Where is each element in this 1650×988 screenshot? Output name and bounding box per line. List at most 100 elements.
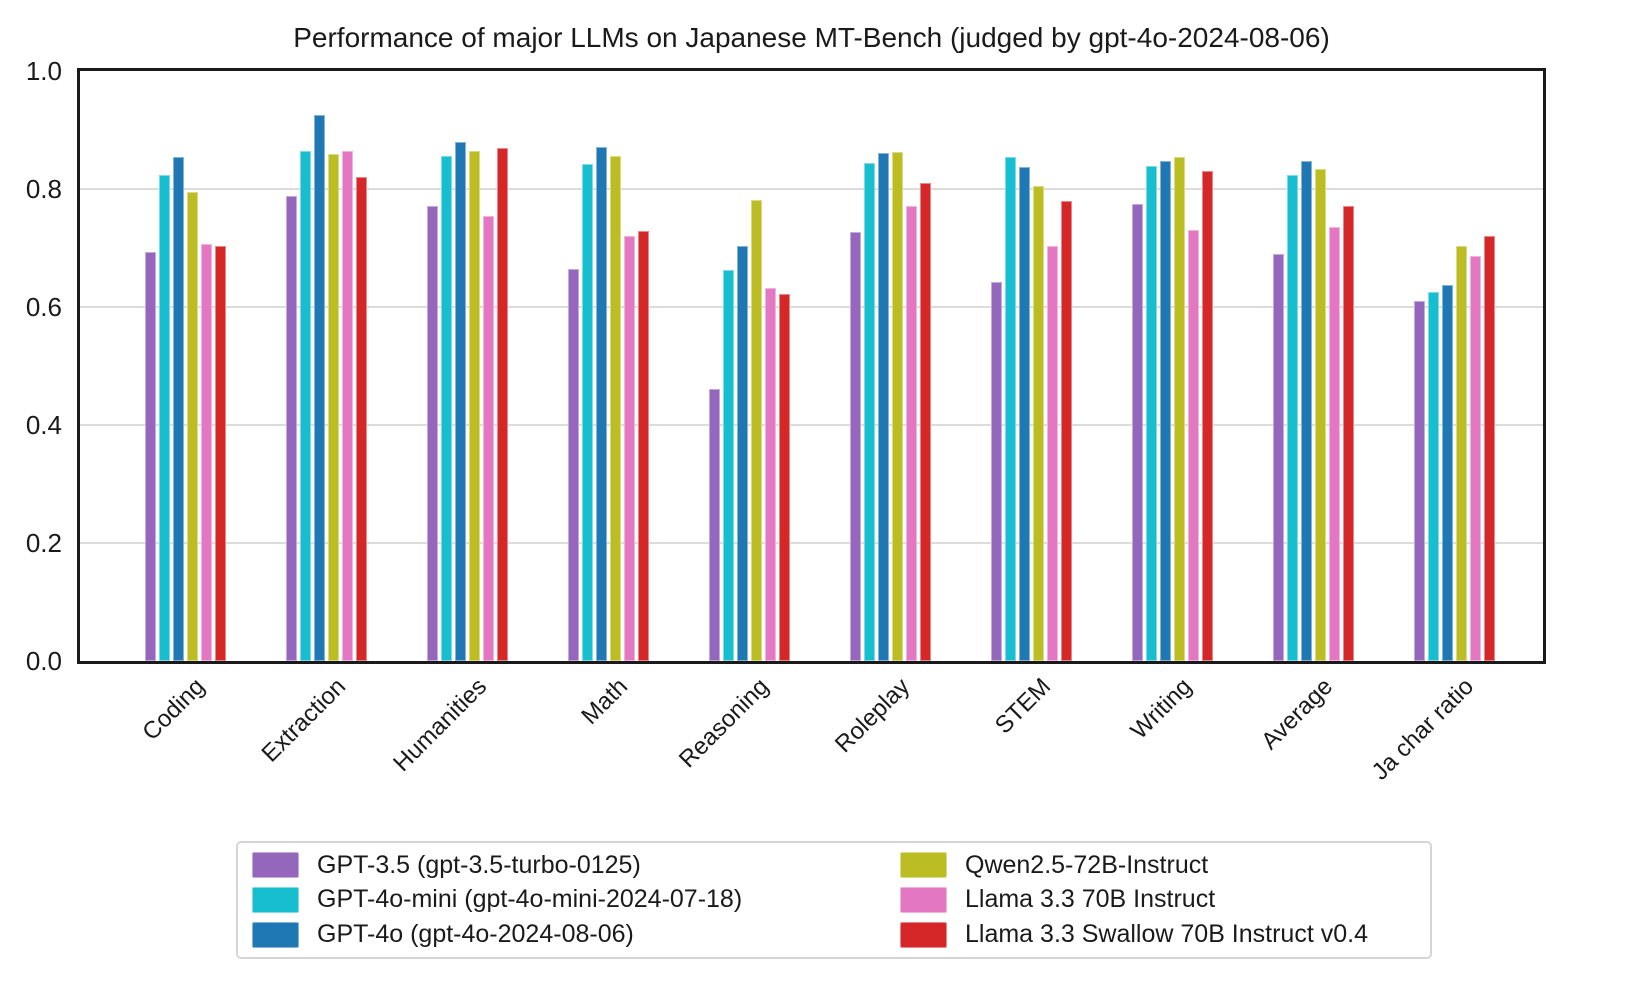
bar-coding-series-4 bbox=[200, 244, 212, 661]
bar-average-series-5 bbox=[1342, 205, 1354, 661]
bar-writing-series-5 bbox=[1201, 170, 1213, 661]
bar-reasoning-series-0 bbox=[708, 389, 720, 661]
bar-ja-char-ratio-series-3 bbox=[1455, 246, 1467, 661]
bar-roleplay-series-5 bbox=[919, 183, 931, 661]
legend-swatch-icon bbox=[252, 921, 299, 948]
bar-reasoning-series-4 bbox=[764, 287, 776, 661]
bar-stem-series-4 bbox=[1046, 245, 1058, 661]
bar-extraction-series-5 bbox=[355, 177, 367, 661]
bar-coding-series-3 bbox=[186, 191, 198, 661]
bar-average-series-4 bbox=[1328, 227, 1340, 661]
x-tick-label: Math bbox=[576, 673, 634, 730]
bar-math-series-3 bbox=[609, 155, 621, 661]
bar-humanities-series-3 bbox=[468, 151, 480, 661]
bar-stem-series-2 bbox=[1018, 167, 1030, 661]
bar-roleplay-series-4 bbox=[905, 205, 917, 661]
x-tick-label: Ja char ratio bbox=[1366, 673, 1480, 786]
bar-writing-series-1 bbox=[1145, 166, 1157, 661]
bar-extraction-series-0 bbox=[285, 196, 297, 661]
x-tick-label: STEM bbox=[989, 673, 1057, 740]
bar-average-series-3 bbox=[1314, 168, 1326, 661]
gridline bbox=[80, 424, 1543, 426]
x-tick-label: Reasoning bbox=[673, 673, 775, 774]
gridline bbox=[80, 188, 1543, 190]
legend-label: Llama 3.3 70B Instruct bbox=[965, 885, 1216, 914]
x-tick-label: Roleplay bbox=[829, 673, 916, 759]
bar-humanities-series-4 bbox=[482, 215, 494, 661]
bar-writing-series-0 bbox=[1131, 203, 1143, 661]
bar-math-series-4 bbox=[623, 236, 635, 661]
legend-label: GPT-4o (gpt-4o-2024-08-06) bbox=[317, 920, 634, 949]
bar-writing-series-3 bbox=[1173, 157, 1185, 661]
bar-writing-series-4 bbox=[1187, 229, 1199, 661]
bar-math-series-0 bbox=[567, 269, 579, 661]
bar-humanities-series-2 bbox=[454, 142, 466, 661]
legend-item-4: Llama 3.3 70B Instruct bbox=[900, 885, 1420, 914]
bar-writing-series-2 bbox=[1159, 161, 1171, 661]
bar-extraction-series-4 bbox=[341, 150, 353, 661]
legend-label: GPT-3.5 (gpt-3.5-turbo-0125) bbox=[317, 850, 641, 879]
chart-title: Performance of major LLMs on Japanese MT… bbox=[293, 22, 1330, 53]
bar-math-series-5 bbox=[637, 230, 649, 661]
x-tick-label: Humanities bbox=[388, 673, 493, 777]
y-tick-label: 0.6 bbox=[25, 292, 62, 322]
gridline bbox=[80, 306, 1543, 308]
bar-coding-series-0 bbox=[144, 252, 156, 661]
bar-reasoning-series-3 bbox=[750, 199, 762, 661]
bar-average-series-0 bbox=[1272, 253, 1284, 661]
legend-swatch-icon bbox=[900, 852, 947, 879]
legend-swatch-icon bbox=[252, 886, 299, 913]
legend-item-0: GPT-3.5 (gpt-3.5-turbo-0125) bbox=[252, 851, 900, 880]
bar-coding-series-5 bbox=[214, 245, 226, 661]
x-tick-label: Coding bbox=[137, 673, 211, 746]
bar-stem-series-3 bbox=[1032, 186, 1044, 661]
legend-label: Qwen2.5-72B-Instruct bbox=[965, 850, 1209, 879]
plot-area: 0.0 0.2 0.4 0.6 0.8 1.0 Coding Extraction Humani… bbox=[26, 56, 1546, 785]
bar-extraction-series-2 bbox=[313, 114, 325, 661]
bar-reasoning-series-1 bbox=[722, 269, 734, 661]
bar-reasoning-series-5 bbox=[778, 294, 790, 661]
bar-math-series-2 bbox=[595, 147, 607, 661]
x-tick-label: Writing bbox=[1125, 673, 1198, 745]
bar-math-series-1 bbox=[581, 163, 593, 661]
legend-item-2: GPT-4o (gpt-4o-2024-08-06) bbox=[252, 920, 900, 949]
bar-reasoning-series-2 bbox=[736, 245, 748, 661]
x-tick-label: Average bbox=[1256, 673, 1339, 756]
legend-swatch-icon bbox=[900, 886, 947, 913]
bar-ja-char-ratio-series-0 bbox=[1413, 301, 1425, 661]
bar-humanities-series-5 bbox=[496, 147, 508, 661]
legend-swatch-icon bbox=[252, 852, 299, 879]
bar-average-series-2 bbox=[1300, 161, 1312, 661]
bar-ja-char-ratio-series-2 bbox=[1441, 284, 1453, 661]
legend-item-1: GPT-4o-mini (gpt-4o-mini-2024-07-18) bbox=[252, 885, 900, 914]
y-tick-label: 0.8 bbox=[25, 174, 62, 204]
bar-extraction-series-3 bbox=[327, 154, 339, 661]
bar-humanities-series-0 bbox=[426, 205, 438, 661]
bar-stem-series-0 bbox=[990, 282, 1002, 661]
bar-extraction-series-1 bbox=[299, 151, 311, 661]
bar-stem-series-5 bbox=[1060, 200, 1072, 661]
bar-ja-char-ratio-series-4 bbox=[1469, 256, 1481, 661]
bar-humanities-series-1 bbox=[440, 155, 452, 661]
bar-roleplay-series-1 bbox=[863, 163, 875, 661]
legend-label: Llama 3.3 Swallow 70B Instruct v0.4 bbox=[965, 920, 1368, 949]
legend-item-3: Qwen2.5-72B-Instruct bbox=[900, 851, 1420, 880]
y-tick-label: 0.2 bbox=[25, 528, 62, 558]
legend-swatch-icon bbox=[900, 921, 947, 948]
bar-average-series-1 bbox=[1286, 175, 1298, 661]
gridline bbox=[80, 542, 1543, 544]
bar-ja-char-ratio-series-5 bbox=[1483, 236, 1495, 661]
y-tick-label: 0.4 bbox=[25, 410, 62, 440]
bar-coding-series-2 bbox=[172, 156, 184, 661]
legend-item-5: Llama 3.3 Swallow 70B Instruct v0.4 bbox=[900, 920, 1420, 949]
bar-roleplay-series-2 bbox=[877, 153, 889, 661]
y-tick-label: 0.0 bbox=[25, 646, 62, 676]
legend-label: GPT-4o-mini (gpt-4o-mini-2024-07-18) bbox=[317, 885, 743, 914]
bar-roleplay-series-3 bbox=[891, 152, 903, 661]
bar-coding-series-1 bbox=[158, 174, 170, 661]
bar-ja-char-ratio-series-1 bbox=[1427, 292, 1439, 661]
bar-roleplay-series-0 bbox=[849, 232, 861, 661]
x-tick-label: Extraction bbox=[256, 673, 352, 768]
legend: GPT-3.5 (gpt-3.5-turbo-0125) GPT-4o-mini … bbox=[236, 841, 1432, 959]
